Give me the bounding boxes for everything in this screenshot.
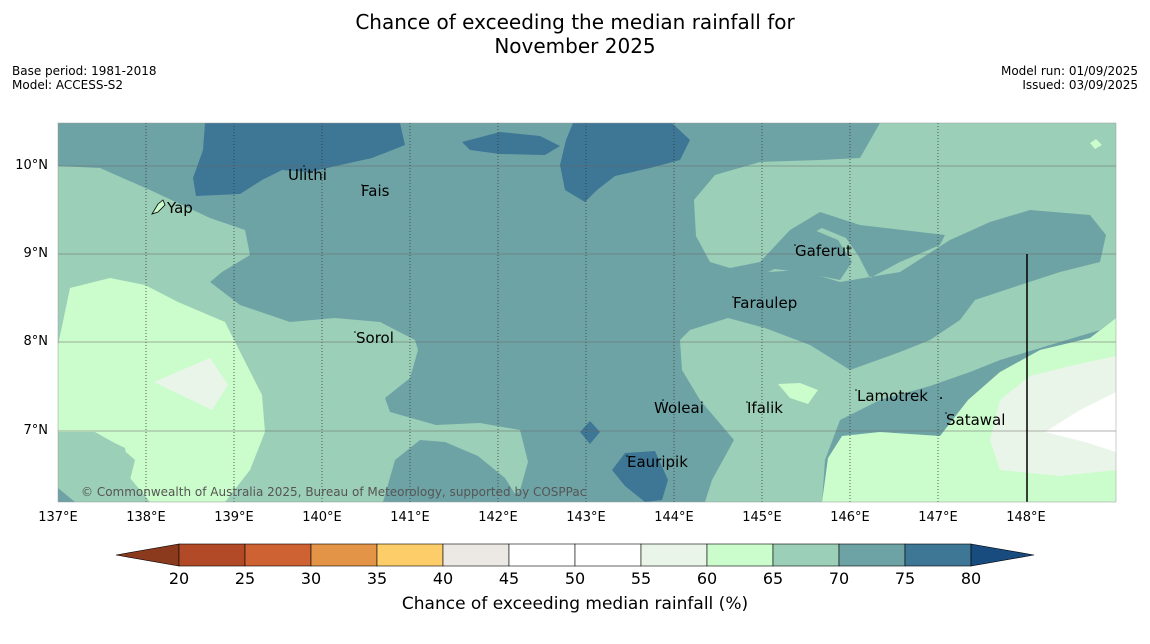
place-label-fais: Fais bbox=[361, 182, 390, 200]
meridian-gridlines bbox=[145, 123, 939, 502]
colorbar-60-65 bbox=[706, 543, 774, 567]
lon-label-144e: 144°E bbox=[654, 510, 694, 525]
place-label-sorol: Sorol bbox=[356, 329, 394, 347]
colorbar-tick-75: 75 bbox=[894, 569, 916, 588]
colorbar bbox=[115, 543, 1035, 567]
place-label-yap: Yap bbox=[167, 199, 193, 217]
place-label-satawal: Satawal bbox=[946, 411, 1006, 429]
colorbar-label: Chance of exceeding median rainfall (%) bbox=[401, 594, 749, 614]
colorbar-tick-30: 30 bbox=[300, 569, 322, 588]
map-frame bbox=[57, 122, 1117, 503]
contour-55-60-east bbox=[990, 356, 1116, 476]
contour-60-65-west bbox=[58, 278, 265, 502]
metadata-right: Model run: 01/09/2025 Issued: 03/09/2025 bbox=[1001, 64, 1138, 92]
lon-label-142e: 142°E bbox=[478, 510, 518, 525]
colorbar-tick-45: 45 bbox=[498, 569, 520, 588]
contour-70-75-gaferut-bay bbox=[766, 230, 852, 280]
colorbar-tick-65: 65 bbox=[762, 569, 784, 588]
map-title-line1: Chance of exceeding the median rainfall … bbox=[355, 10, 795, 34]
issued-date: Issued: 03/09/2025 bbox=[1022, 78, 1138, 92]
colorbar-35-40 bbox=[376, 543, 444, 567]
colorbar-tick-70: 70 bbox=[828, 569, 850, 588]
parallel-gridlines bbox=[58, 165, 1116, 432]
contour-60-65-dot bbox=[1090, 139, 1102, 149]
lat-label-8n: 8°N bbox=[23, 334, 49, 349]
lat-label-10n: 10°N bbox=[15, 158, 48, 173]
colorbar-45-50 bbox=[508, 543, 576, 567]
colorbar-65-70 bbox=[772, 543, 840, 567]
colorbar-tick-55: 55 bbox=[630, 569, 652, 588]
colorbar-tick-20: 20 bbox=[168, 569, 190, 588]
contour-75-80-north-central bbox=[462, 132, 560, 155]
contour-75-80-north-west bbox=[193, 123, 405, 196]
contour-75-80-north-east bbox=[560, 123, 690, 202]
map-title-line2: November 2025 bbox=[494, 34, 656, 58]
lon-label-141e: 141°E bbox=[390, 510, 430, 525]
contour-65-70-sw-corner bbox=[58, 432, 145, 502]
lon-label-137e: 137°E bbox=[38, 510, 78, 525]
colorbar-40-45 bbox=[442, 543, 510, 567]
contour-65-70-east bbox=[680, 123, 1116, 502]
lat-label-9n: 9°N bbox=[23, 246, 49, 261]
contour-45-55-east bbox=[1045, 392, 1116, 452]
colorbar-tick-25: 25 bbox=[234, 569, 256, 588]
colorbar-tick-35: 35 bbox=[366, 569, 388, 588]
place-label-ifalik: Ifalik bbox=[747, 399, 783, 417]
contour-60-65-small bbox=[778, 383, 818, 404]
lat-label-7n: 7°N bbox=[23, 423, 49, 438]
colorbar-30-35 bbox=[310, 543, 378, 567]
colorbar-tick-40: 40 bbox=[432, 569, 454, 588]
lon-label-147e: 147°E bbox=[918, 510, 958, 525]
colorbar-below-20 bbox=[115, 543, 180, 567]
lon-label-148e: 148°E bbox=[1006, 510, 1046, 525]
lon-label-138e: 138°E bbox=[126, 510, 166, 525]
contour-55-60-west bbox=[154, 358, 228, 410]
lon-label-139e: 139°E bbox=[214, 510, 254, 525]
base-period: Base period: 1981-2018 bbox=[12, 64, 157, 78]
contour-70-75-south-west bbox=[383, 440, 520, 502]
lon-label-146e: 146°E bbox=[830, 510, 870, 525]
colorbar-55-60 bbox=[640, 543, 708, 567]
atoll-markers bbox=[303, 165, 947, 457]
contour-75-80-small bbox=[580, 421, 600, 444]
place-label-eauripik: Eauripik bbox=[627, 453, 688, 471]
colorbar-75-80 bbox=[904, 543, 972, 567]
colorbar-25-30 bbox=[244, 543, 312, 567]
contour-75-80-eauripik bbox=[612, 451, 668, 502]
lon-label-143e: 143°E bbox=[566, 510, 606, 525]
place-label-faraulep: Faraulep bbox=[733, 294, 798, 312]
colorbar-tick-80: 80 bbox=[960, 569, 982, 588]
colorbar-20-25 bbox=[178, 543, 246, 567]
colorbar-50-55 bbox=[574, 543, 642, 567]
place-label-lamotrek: Lamotrek bbox=[857, 387, 928, 405]
lon-label-140e: 140°E bbox=[302, 510, 342, 525]
yap-island-outline bbox=[151, 199, 166, 215]
rainfall-contours bbox=[58, 123, 1116, 502]
colorbar-tick-50: 50 bbox=[564, 569, 586, 588]
model-run: Model run: 01/09/2025 bbox=[1000, 64, 1138, 78]
copyright-notice: © Commonwealth of Australia 2025, Bureau… bbox=[81, 485, 587, 499]
colorbar-tick-60: 60 bbox=[696, 569, 718, 588]
model-name: Model: ACCESS-S2 bbox=[12, 78, 124, 92]
colorbar-70-75 bbox=[838, 543, 906, 567]
metadata-left: Base period: 1981-2018 Model: ACCESS-S2 bbox=[12, 64, 157, 92]
colorbar-above-80 bbox=[970, 543, 1035, 567]
place-label-gaferut: Gaferut bbox=[795, 242, 852, 260]
contour-70-75-sw-tip bbox=[58, 488, 75, 502]
lon-label-145e: 145°E bbox=[742, 510, 782, 525]
place-label-woleai: Woleai bbox=[654, 399, 704, 417]
place-label-ulithi: Ulithi bbox=[288, 166, 327, 184]
